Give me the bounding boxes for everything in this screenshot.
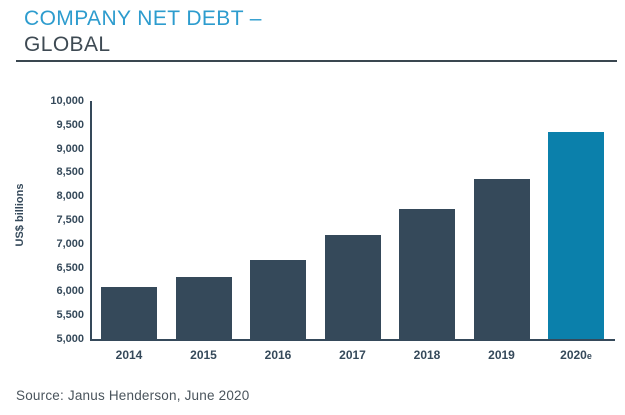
y-tick-label: 6,500 <box>56 261 84 274</box>
chart-title-line2: GLOBAL <box>24 33 111 56</box>
y-tick-label: 7,000 <box>56 237 84 250</box>
source-note: Source: Janus Henderson, June 2020 <box>16 388 250 403</box>
x-tick-label-2014: 2014 <box>115 348 143 362</box>
x-tick-label-2015: 2015 <box>190 348 217 362</box>
bar-2015 <box>176 277 232 339</box>
bar-2019 <box>474 179 530 339</box>
y-tick-label: 5,500 <box>56 309 84 322</box>
plot-area <box>90 101 615 341</box>
y-tick-label: 8,000 <box>56 190 84 203</box>
y-tick-label: 9,500 <box>56 118 84 131</box>
x-tick-label-2018: 2018 <box>413 348 441 362</box>
bar-2014 <box>101 287 157 339</box>
title-divider <box>16 60 617 62</box>
x-tick-label-2019: 2019 <box>488 348 515 362</box>
bar-2020e <box>548 132 604 339</box>
x-tick-label-2016: 2016 <box>264 348 292 362</box>
y-tick-label: 6,000 <box>56 285 84 298</box>
chart-title-line1: COMPANY NET DEBT – <box>24 7 262 30</box>
bar-2018 <box>399 209 455 339</box>
y-tick-label: 8,500 <box>56 166 84 179</box>
bar-2017 <box>325 235 381 339</box>
y-tick-label: 5,000 <box>56 333 84 345</box>
bar-2016 <box>250 260 306 339</box>
y-tick-label: 10,000 <box>50 95 84 107</box>
y-tick-label: 9,000 <box>56 142 84 155</box>
x-tick-label-2020e: 2020e <box>560 348 592 362</box>
x-tick-label-2017: 2017 <box>339 348 366 362</box>
chart-title: COMPANY NET DEBT – GLOBAL <box>24 6 262 58</box>
y-tick-label: 7,500 <box>56 214 84 226</box>
